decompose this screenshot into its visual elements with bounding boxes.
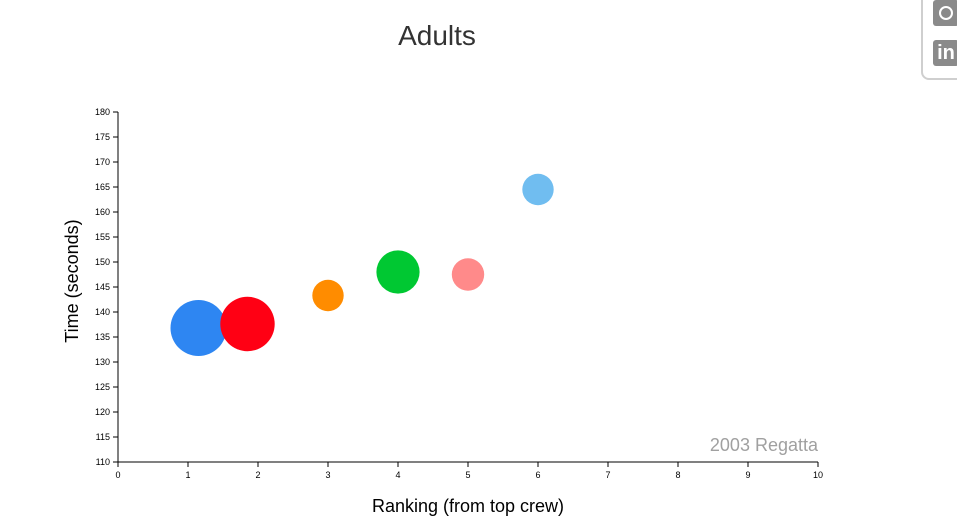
x-axis: 0 1 2 3 4 5 6 7 8 9 10 (115, 461, 823, 480)
data-point (170, 300, 227, 356)
x-tick-label: 3 (325, 470, 330, 480)
y-tick-label: 130 (95, 357, 110, 367)
x-axis-label: Ranking (from top crew) (372, 496, 564, 516)
data-point (376, 250, 420, 294)
y-tick-label: 150 (95, 257, 110, 267)
chart-title: Adults (398, 20, 476, 51)
y-tick-label: 115 (96, 432, 110, 442)
y-tick-label: 120 (95, 407, 110, 417)
y-tick-label: 145 (95, 282, 110, 292)
linkedin-icon[interactable]: in (933, 40, 957, 66)
x-tick-label: 5 (465, 470, 470, 480)
y-tick-label: 140 (95, 307, 110, 317)
data-point (220, 296, 275, 352)
y-tick-label: 180 (95, 107, 110, 117)
y-tick-label: 135 (95, 332, 110, 342)
y-axis-label: Time (seconds) (62, 219, 82, 342)
x-tick-label: 0 (115, 470, 120, 480)
chart-annotation: 2003 Regatta (710, 435, 819, 455)
x-tick-label: 7 (605, 470, 610, 480)
x-tick-label: 2 (255, 470, 260, 480)
x-tick-label: 8 (675, 470, 680, 480)
y-tick-label: 160 (95, 207, 110, 217)
y-axis: 110 115 120 125 130 135 140 145 150 155 160 165 170 1… (95, 107, 119, 467)
data-point (312, 279, 344, 312)
y-tick-label: 125 (95, 382, 110, 392)
x-tick-label: 9 (745, 470, 750, 480)
github-mark-icon (939, 6, 953, 20)
data-points (170, 173, 554, 356)
y-tick-label: 155 (95, 232, 110, 242)
x-tick-label: 1 (185, 470, 190, 480)
data-point (451, 258, 485, 291)
x-tick-label: 4 (395, 470, 400, 480)
social-links-panel: in (921, 0, 957, 80)
github-icon[interactable] (933, 0, 957, 26)
y-tick-label: 175 (95, 132, 110, 142)
y-tick-label: 170 (95, 157, 110, 167)
x-tick-label: 6 (535, 470, 540, 480)
y-tick-label: 165 (95, 182, 110, 192)
y-tick-label: 110 (96, 457, 110, 467)
x-tick-label: 10 (813, 470, 823, 480)
data-point (522, 173, 554, 206)
